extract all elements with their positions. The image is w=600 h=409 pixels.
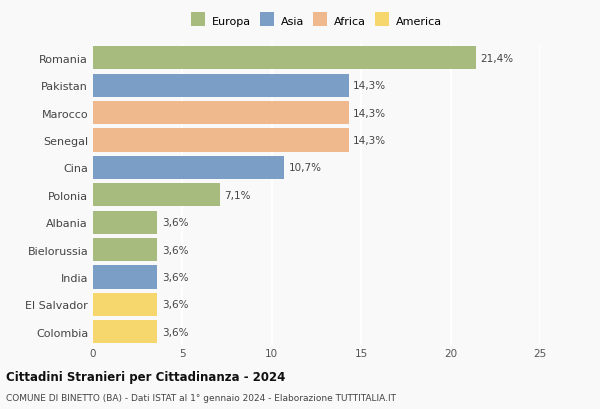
Bar <box>93 293 157 316</box>
Text: 3,6%: 3,6% <box>162 218 188 228</box>
Text: 3,6%: 3,6% <box>162 300 188 310</box>
Text: 10,7%: 10,7% <box>289 163 322 173</box>
Bar <box>93 266 157 289</box>
Bar <box>93 320 157 344</box>
Text: Cittadini Stranieri per Cittadinanza - 2024: Cittadini Stranieri per Cittadinanza - 2… <box>6 370 286 383</box>
Bar <box>93 129 349 152</box>
Text: 14,3%: 14,3% <box>353 81 386 91</box>
Text: 14,3%: 14,3% <box>353 136 386 146</box>
Text: COMUNE DI BINETTO (BA) - Dati ISTAT al 1° gennaio 2024 - Elaborazione TUTTITALIA: COMUNE DI BINETTO (BA) - Dati ISTAT al 1… <box>6 393 396 402</box>
Bar <box>93 47 476 70</box>
Text: 3,6%: 3,6% <box>162 272 188 282</box>
Bar <box>93 184 220 207</box>
Bar <box>93 102 349 125</box>
Text: 3,6%: 3,6% <box>162 327 188 337</box>
Bar <box>93 74 349 98</box>
Text: 21,4%: 21,4% <box>480 54 513 64</box>
Text: 14,3%: 14,3% <box>353 108 386 118</box>
Bar <box>93 156 284 180</box>
Bar <box>93 238 157 262</box>
Text: 7,1%: 7,1% <box>224 190 251 200</box>
Legend: Europa, Asia, Africa, America: Europa, Asia, Africa, America <box>188 14 445 29</box>
Text: 3,6%: 3,6% <box>162 245 188 255</box>
Bar <box>93 211 157 234</box>
